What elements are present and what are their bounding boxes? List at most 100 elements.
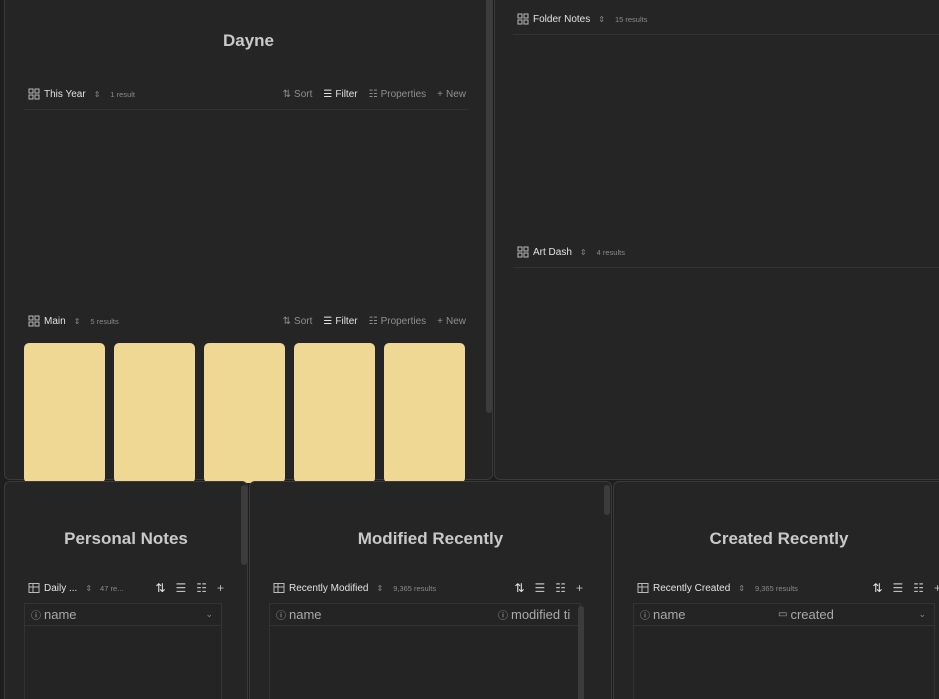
view-name: Daily ... bbox=[44, 582, 78, 594]
info-icon: ⓘ bbox=[276, 611, 286, 622]
view-name: This Year bbox=[44, 88, 86, 100]
view-selector[interactable]: Daily ... ⇕ bbox=[28, 582, 92, 594]
column-name[interactable]: name bbox=[289, 607, 322, 622]
table-view-icon bbox=[28, 583, 40, 593]
plus-icon: + bbox=[437, 315, 443, 327]
result-count: 9,365 results bbox=[754, 583, 798, 593]
chevron-updown-icon: ⇕ bbox=[579, 247, 587, 257]
table-header: ⓘ name ▭ created ⌄ bbox=[634, 604, 934, 626]
sort-button[interactable]: ⇅ Sort bbox=[282, 88, 313, 100]
result-count: 4 results bbox=[596, 247, 625, 257]
card-3[interactable] bbox=[204, 343, 285, 483]
list-icon: ☷ bbox=[368, 88, 378, 100]
chevron-updown-icon: ⇕ bbox=[85, 583, 93, 593]
cards-view-icon bbox=[28, 315, 40, 327]
card-5[interactable] bbox=[384, 343, 465, 483]
view-name: Recently Created bbox=[653, 582, 731, 594]
result-count: 5 results bbox=[90, 316, 119, 326]
data-table: ⓘ name ⓘ modified ti bbox=[269, 603, 581, 699]
view-selector[interactable]: This Year ⇕ bbox=[28, 88, 100, 100]
filter-icon: ☰ bbox=[323, 88, 333, 100]
chevron-down-icon[interactable]: ⌄ bbox=[205, 609, 213, 619]
sort-button[interactable]: ⇅ Sort bbox=[282, 315, 313, 327]
calendar-icon: ▭ bbox=[778, 609, 788, 620]
column-modified-time[interactable]: modified ti bbox=[511, 607, 571, 622]
info-icon: ⓘ bbox=[31, 611, 41, 622]
column-name[interactable]: name bbox=[44, 607, 77, 622]
scrollbar[interactable] bbox=[486, 0, 492, 413]
created-recently-pane: Created Recently Recently Created ⇕ 9,36… bbox=[613, 481, 939, 699]
scrollbar[interactable] bbox=[604, 485, 610, 515]
properties-button[interactable]: ☷ Properties bbox=[368, 88, 427, 100]
plus-icon[interactable]: + bbox=[216, 581, 224, 595]
plus-icon[interactable]: + bbox=[934, 581, 939, 595]
list-icon: ☷ bbox=[368, 315, 378, 327]
table-header: ⓘ name ⓘ modified ti bbox=[270, 604, 580, 626]
view-name: Folder Notes bbox=[533, 13, 591, 25]
data-table: ⓘ name ⌄ bbox=[24, 603, 222, 699]
result-count: 9,365 results bbox=[393, 583, 437, 593]
recently-created-view-bar: Recently Created ⇕ 9,365 results ⇅ ☰ ☷ + bbox=[637, 577, 939, 599]
view-selector[interactable]: Recently Modified ⇕ bbox=[273, 582, 383, 594]
view-selector[interactable]: Main ⇕ bbox=[28, 315, 80, 327]
personal-notes-pane: Personal Notes Daily ... ⇕ 47 re... ⇅ ☰ … bbox=[4, 481, 248, 699]
view-name: Recently Modified bbox=[289, 582, 369, 594]
view-name: Main bbox=[44, 315, 66, 327]
plus-icon: + bbox=[437, 88, 443, 100]
chevron-updown-icon: ⇕ bbox=[376, 583, 384, 593]
this-year-view-bar: This Year ⇕ 1 result ⇅ Sort ☰ Filter ☷ Prop… bbox=[28, 83, 466, 105]
dashboard-pane: Folder Notes ⇕ 15 results Art Dash ⇕ 4 r… bbox=[494, 0, 939, 480]
card-1[interactable] bbox=[24, 343, 105, 483]
main-view-bar: Main ⇕ 5 results ⇅ Sort ☰ Filter ☷ Properti… bbox=[28, 310, 466, 332]
cards-view-icon bbox=[517, 13, 529, 25]
result-count: 15 results bbox=[614, 14, 648, 24]
divider bbox=[24, 109, 468, 110]
column-name[interactable]: name bbox=[653, 607, 686, 622]
recently-modified-view-bar: Recently Modified ⇕ 9,365 results ⇅ ☰ ☷ … bbox=[273, 577, 583, 599]
table-view-icon bbox=[637, 583, 649, 593]
filter-icon[interactable]: ☰ bbox=[534, 581, 546, 595]
properties-button[interactable]: ☷ Properties bbox=[368, 315, 427, 327]
chevron-updown-icon: ⇕ bbox=[598, 14, 605, 24]
chevron-down-icon[interactable]: ⌄ bbox=[918, 609, 926, 619]
card-4[interactable] bbox=[294, 343, 375, 483]
sort-icon[interactable]: ⇅ bbox=[514, 581, 525, 595]
result-count: 1 result bbox=[110, 89, 136, 99]
filter-button[interactable]: ☰ Filter bbox=[323, 315, 358, 327]
scrollbar[interactable] bbox=[578, 606, 584, 699]
divider bbox=[513, 34, 939, 35]
result-count: 47 re... bbox=[100, 583, 124, 593]
info-icon: ⓘ bbox=[640, 611, 650, 622]
new-button[interactable]: + New bbox=[437, 88, 466, 100]
view-name: Art Dash bbox=[533, 246, 572, 258]
chevron-updown-icon: ⇕ bbox=[93, 89, 101, 99]
list-icon[interactable]: ☷ bbox=[196, 581, 207, 595]
scrollbar[interactable] bbox=[241, 485, 247, 565]
sort-icon[interactable]: ⇅ bbox=[872, 581, 883, 595]
modified-recently-pane: Modified Recently Recently Modified ⇕ 9,… bbox=[249, 481, 612, 699]
list-icon[interactable]: ☷ bbox=[555, 581, 566, 595]
cards-view-icon bbox=[28, 88, 40, 100]
list-icon[interactable]: ☷ bbox=[913, 581, 924, 595]
view-selector[interactable]: Art Dash ⇕ bbox=[517, 246, 587, 258]
card-2[interactable] bbox=[114, 343, 195, 483]
view-selector[interactable]: Recently Created ⇕ bbox=[637, 582, 745, 594]
chevron-updown-icon: ⇕ bbox=[738, 583, 745, 593]
pane-title: Personal Notes bbox=[64, 529, 188, 548]
new-button[interactable]: + New bbox=[437, 315, 466, 327]
filter-icon[interactable]: ☰ bbox=[892, 581, 904, 595]
page-title: Dayne bbox=[222, 31, 275, 50]
art-dash-view-bar: Art Dash ⇕ 4 results bbox=[517, 241, 917, 263]
folder-notes-view-bar: Folder Notes ⇕ 15 results bbox=[517, 8, 917, 30]
filter-button[interactable]: ☰ Filter bbox=[323, 88, 358, 100]
pane-title: Created Recently bbox=[709, 529, 849, 548]
sort-icon[interactable]: ⇅ bbox=[155, 581, 166, 595]
table-header: ⓘ name ⌄ bbox=[25, 604, 221, 626]
column-created[interactable]: created bbox=[790, 607, 834, 622]
table-view-icon bbox=[273, 583, 285, 593]
plus-icon[interactable]: + bbox=[575, 581, 583, 595]
view-selector[interactable]: Folder Notes ⇕ bbox=[517, 13, 605, 25]
filter-icon[interactable]: ☰ bbox=[175, 581, 187, 595]
divider bbox=[513, 267, 939, 268]
sort-icon: ⇅ bbox=[282, 315, 292, 327]
